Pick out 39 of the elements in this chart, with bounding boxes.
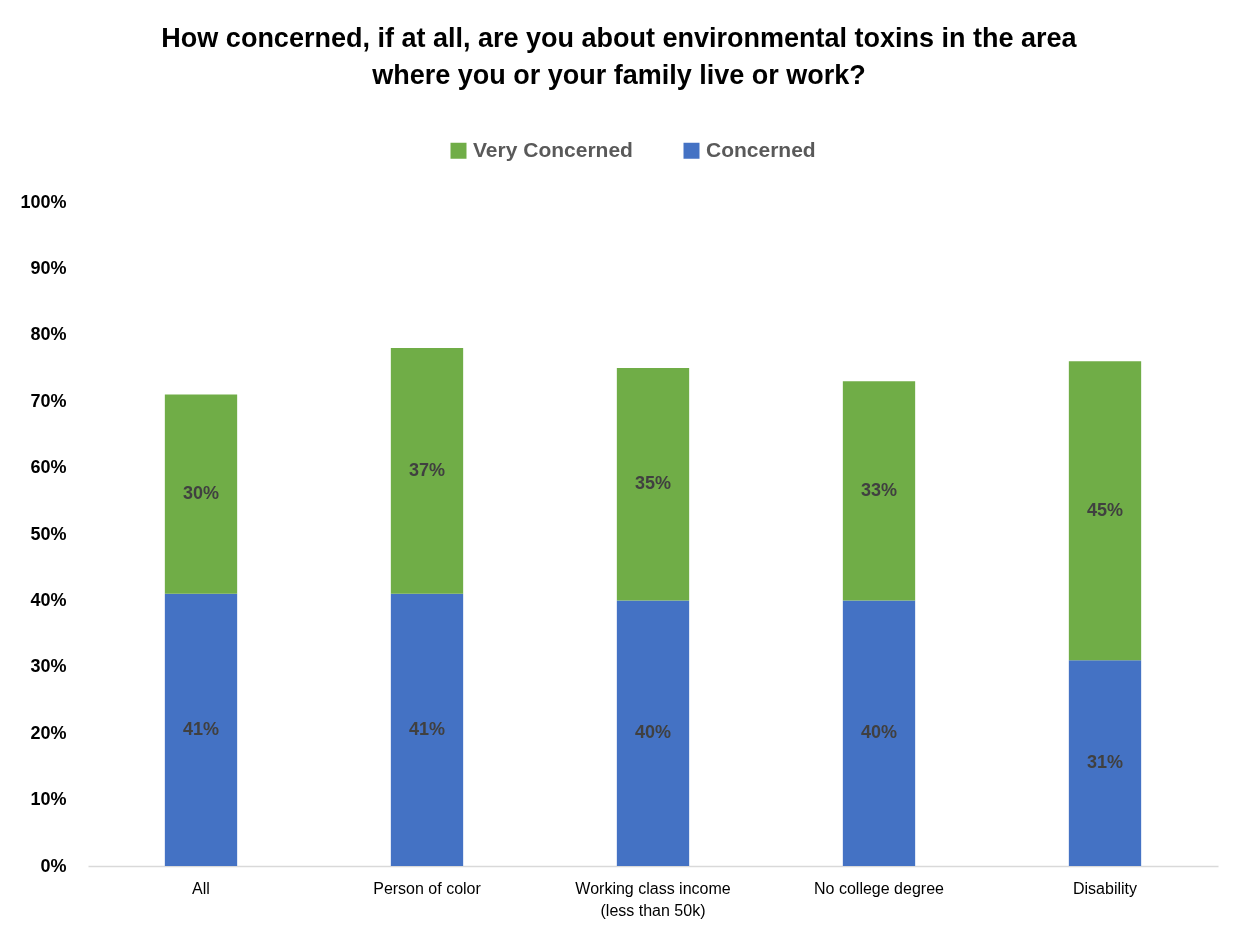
bar (1068, 660, 1142, 866)
bar (390, 593, 464, 866)
y-tick-label: 70% (30, 390, 67, 411)
x-tick-label: All (192, 879, 210, 897)
y-tick-label: 0% (40, 855, 67, 876)
bar (164, 394, 238, 594)
y-tick-label: 80% (30, 324, 67, 345)
x-tick-label: Person of color (373, 879, 482, 897)
x-tick-label: No college degree (814, 879, 945, 897)
data-label: 33% (860, 479, 898, 500)
y-tick-label: 30% (30, 656, 67, 677)
y-tick-label: 90% (30, 257, 67, 278)
x-tick-label: Disability (1072, 879, 1138, 897)
y-tick-label: 50% (30, 523, 67, 544)
data-label: 30% (182, 483, 220, 504)
data-label: 37% (408, 459, 446, 480)
data-label: 31% (1086, 752, 1124, 773)
bar (842, 381, 916, 601)
bar (616, 368, 690, 601)
data-label: 40% (634, 722, 672, 743)
bar (390, 348, 464, 594)
y-tick-label: 10% (30, 789, 67, 810)
y-tick-label: 40% (30, 589, 67, 610)
y-tick-label: 60% (30, 457, 67, 478)
bar (164, 593, 238, 866)
bar (842, 600, 916, 866)
data-label: 41% (182, 718, 220, 739)
x-tick-label: Working class income (less than 50k) (575, 879, 731, 919)
y-tick-label: 100% (20, 191, 67, 212)
legend-label: Concerned (706, 137, 816, 161)
data-label: 45% (1086, 499, 1124, 520)
legend-label: Very Concerned (473, 137, 633, 161)
bar (616, 600, 690, 866)
data-label: 41% (408, 718, 446, 739)
data-label: 40% (860, 722, 898, 743)
data-label: 35% (634, 473, 672, 494)
chart-title: How concerned, if at all, are you about environmental toxins in the area where you or your family live or work? (161, 23, 1078, 90)
bar (1068, 361, 1142, 661)
y-tick-label: 20% (30, 722, 67, 743)
